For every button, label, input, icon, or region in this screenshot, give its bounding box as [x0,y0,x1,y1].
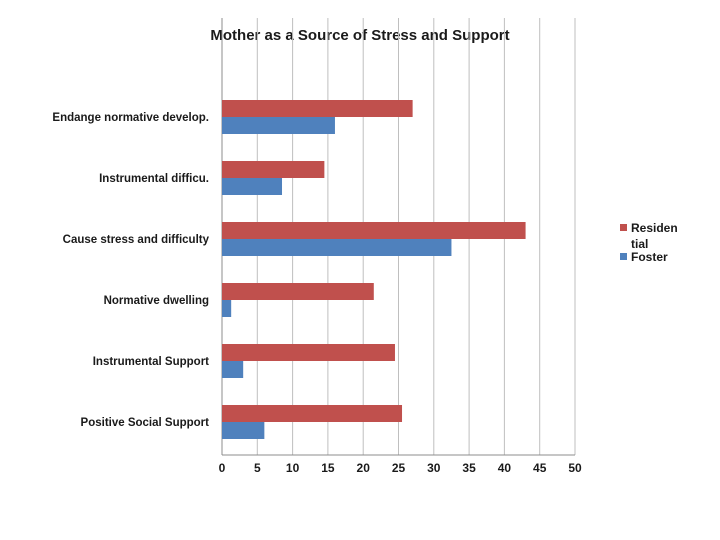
x-tick-labels: 0 5 10 15 20 25 30 35 40 45 50 [219,461,582,475]
bar-residential [222,405,403,422]
category-label: Positive Social Support [81,417,210,429]
x-tick-label: 10 [286,461,300,475]
x-tick-label: 35 [462,461,476,475]
legend-swatch [620,253,627,260]
x-tick-label: 0 [219,461,226,475]
bar-residential [222,100,413,117]
bars [222,100,526,439]
chart-title: Mother as a Source of Stress and Support [210,27,509,44]
bar-foster [222,422,265,439]
category-label: Cause stress and difficulty [63,234,210,246]
category-label: Instrumental Support [93,356,209,368]
x-tick-label: 50 [568,461,582,475]
bar-residential [222,161,325,178]
bar-residential [222,344,395,361]
legend-label: Residen [631,221,678,235]
x-tick-label: 5 [254,461,261,475]
bar-foster [222,239,452,256]
category-label: Normative dwelling [104,295,209,307]
category-label: Endange normative develop. [52,112,209,124]
legend-swatch [620,224,627,231]
x-tick-label: 45 [533,461,547,475]
bar-foster [222,300,232,317]
x-tick-label: 20 [357,461,371,475]
legend-label: tial [631,237,648,251]
bar-foster [222,361,244,378]
x-tick-label: 25 [392,461,406,475]
x-tick-label: 15 [321,461,335,475]
x-tick-label: 40 [498,461,512,475]
category-labels: Endange normative develop. Instrumental d… [52,112,209,429]
bar-residential [222,222,526,239]
bar-residential [222,283,374,300]
bar-foster [222,178,283,195]
category-label: Instrumental difficu. [99,173,209,185]
x-tick-label: 30 [427,461,441,475]
bar-foster [222,117,335,134]
legend-label: Foster [631,250,668,264]
